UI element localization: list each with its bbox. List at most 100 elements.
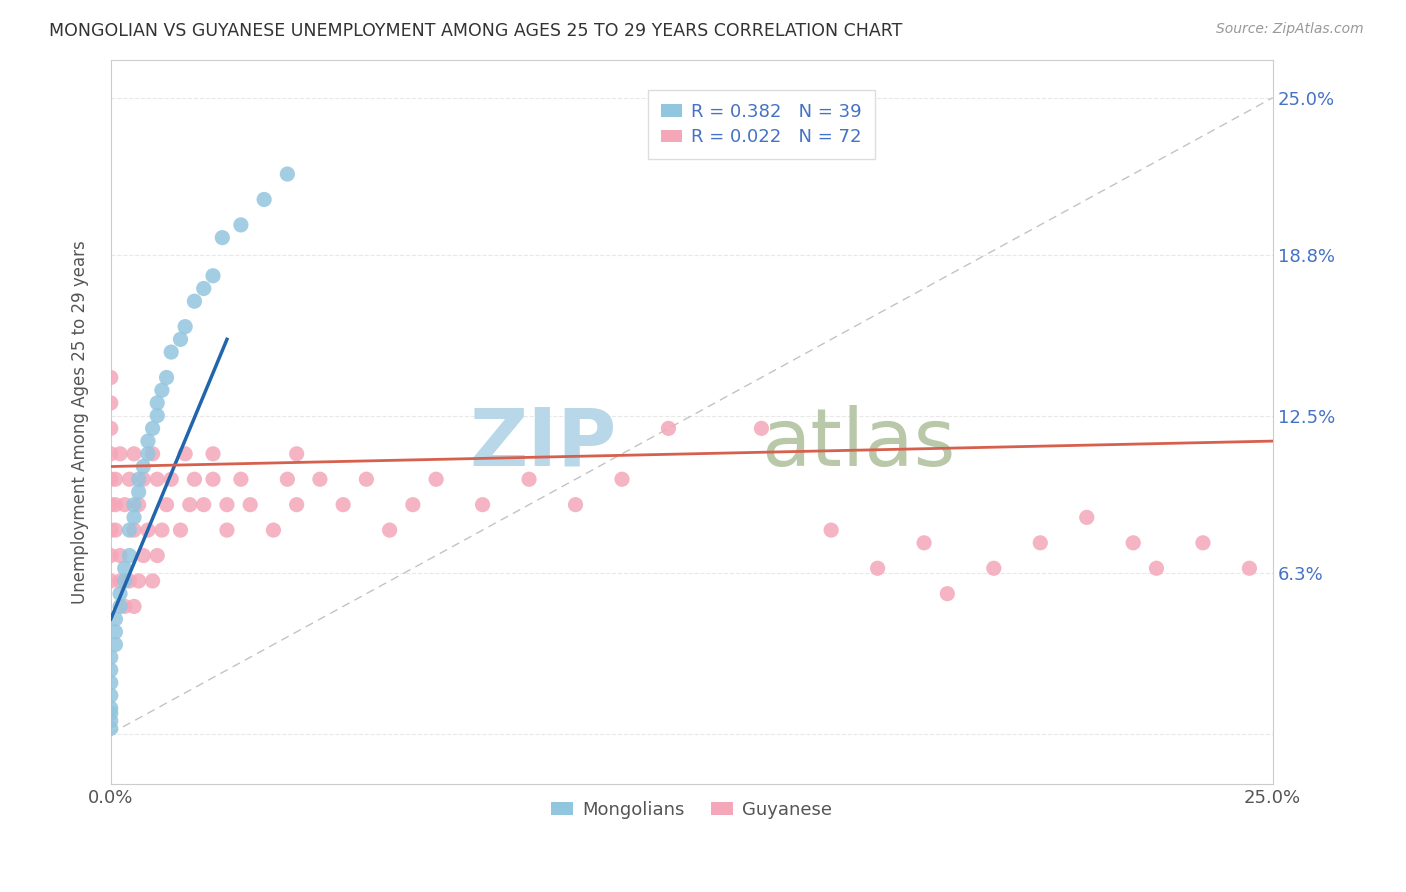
Point (146, 549, 169, 563)
Point (211, 230, 233, 244)
Point (378, 523, 401, 537)
Point (108, 587, 131, 601)
Point (610, 472, 633, 486)
Point (100, 663, 122, 677)
Text: MONGOLIAN VS GUYANESE UNEMPLOYMENT AMONG AGES 25 TO 29 YEARS CORRELATION CHART: MONGOLIAN VS GUYANESE UNEMPLOYMENT AMONG… (49, 22, 903, 40)
Point (309, 472, 332, 486)
Point (285, 498, 308, 512)
Point (983, 561, 1005, 575)
Point (1239, 561, 1261, 575)
Point (936, 587, 959, 601)
Point (183, 294, 205, 309)
Point (1076, 510, 1098, 524)
Text: ZIP: ZIP (470, 405, 616, 483)
Y-axis label: Unemployment Among Ages 25 to 29 years: Unemployment Among Ages 25 to 29 years (72, 240, 89, 604)
Point (160, 345, 183, 359)
Point (356, 472, 378, 486)
Point (118, 549, 141, 563)
Point (150, 383, 173, 397)
Point (108, 549, 131, 563)
Point (1146, 561, 1168, 575)
Point (136, 447, 159, 461)
Point (169, 523, 191, 537)
Point (229, 472, 252, 486)
Point (104, 523, 127, 537)
Point (155, 370, 177, 384)
Point (132, 472, 155, 486)
Point (229, 218, 252, 232)
Point (912, 536, 935, 550)
Legend: Mongolians, Guyanese: Mongolians, Guyanese (544, 794, 839, 826)
Point (104, 638, 127, 652)
Point (142, 421, 165, 435)
Point (108, 574, 131, 588)
Point (100, 701, 122, 715)
Point (114, 561, 136, 575)
Point (108, 447, 131, 461)
Point (285, 447, 308, 461)
Point (751, 421, 773, 435)
Text: atlas: atlas (762, 405, 956, 483)
Point (100, 650, 122, 665)
Point (866, 561, 889, 575)
Point (118, 523, 141, 537)
Point (114, 498, 136, 512)
Point (100, 574, 122, 588)
Point (517, 472, 540, 486)
Point (142, 447, 165, 461)
Point (100, 714, 122, 728)
Point (122, 510, 145, 524)
Point (128, 485, 150, 500)
Point (253, 193, 276, 207)
Point (100, 689, 122, 703)
Point (100, 523, 122, 537)
Point (108, 599, 131, 614)
Point (215, 498, 238, 512)
Point (100, 421, 122, 435)
Point (402, 498, 425, 512)
Point (179, 498, 201, 512)
Point (128, 472, 150, 486)
Point (114, 574, 136, 588)
Point (122, 599, 145, 614)
Point (100, 472, 122, 486)
Point (100, 370, 122, 384)
Point (276, 167, 298, 181)
Point (146, 409, 169, 423)
Point (820, 523, 842, 537)
Text: Source: ZipAtlas.com: Source: ZipAtlas.com (1216, 22, 1364, 37)
Point (118, 472, 141, 486)
Point (564, 498, 586, 512)
Point (118, 574, 141, 588)
Point (174, 319, 197, 334)
Point (100, 706, 122, 721)
Point (155, 498, 177, 512)
Point (215, 523, 238, 537)
Point (276, 472, 298, 486)
Point (104, 472, 127, 486)
Point (100, 675, 122, 690)
Point (122, 498, 145, 512)
Point (150, 523, 173, 537)
Point (1192, 536, 1215, 550)
Point (146, 472, 169, 486)
Point (122, 447, 145, 461)
Point (114, 599, 136, 614)
Point (100, 498, 122, 512)
Point (471, 498, 494, 512)
Point (142, 574, 165, 588)
Point (202, 268, 225, 283)
Point (128, 574, 150, 588)
Point (1122, 536, 1144, 550)
Point (132, 459, 155, 474)
Point (183, 472, 205, 486)
Point (657, 421, 679, 435)
Point (169, 332, 191, 346)
Point (332, 498, 354, 512)
Point (104, 498, 127, 512)
Point (136, 523, 159, 537)
Point (202, 472, 225, 486)
Point (132, 549, 155, 563)
Point (136, 434, 159, 448)
Point (425, 472, 447, 486)
